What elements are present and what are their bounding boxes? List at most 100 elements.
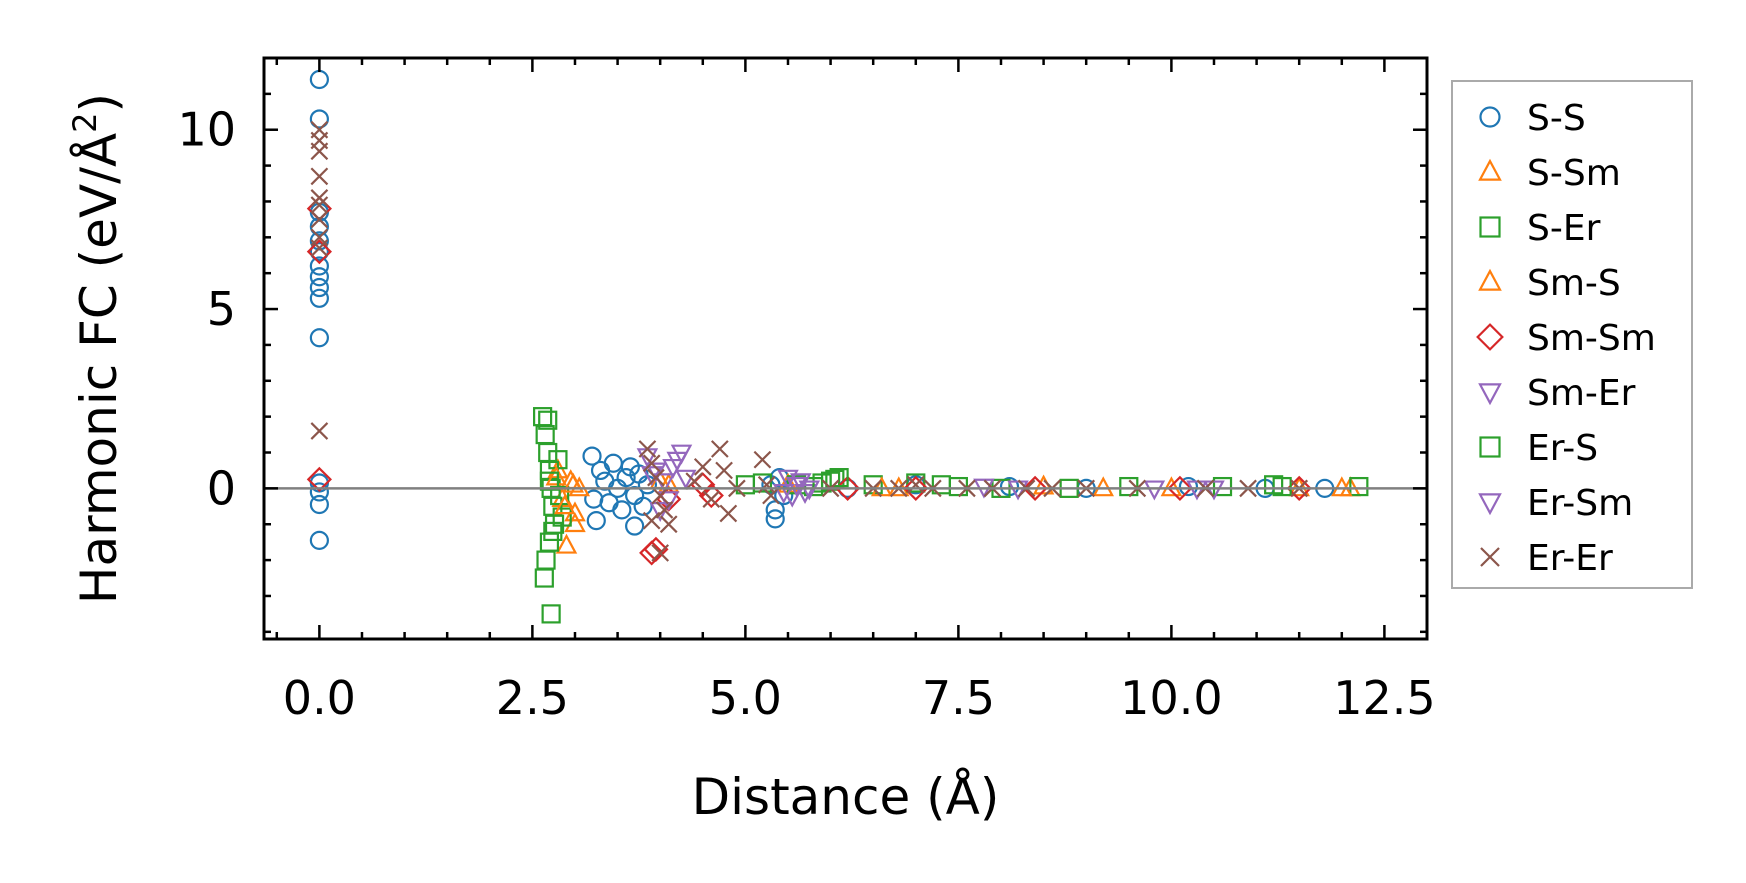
data-point xyxy=(553,494,576,515)
data-point xyxy=(310,189,329,207)
data-point xyxy=(309,267,329,287)
data-point xyxy=(586,511,606,531)
data-point xyxy=(1178,476,1199,497)
legend-label: S-Er xyxy=(1527,208,1601,249)
data-point xyxy=(309,242,329,262)
series-er-sm xyxy=(640,458,1225,522)
data-point xyxy=(306,239,332,265)
data-point xyxy=(1022,475,1048,501)
legend-item: S-Er xyxy=(1479,208,1601,249)
data-point xyxy=(310,422,329,440)
legend-marker xyxy=(1479,436,1501,458)
data-point xyxy=(1331,476,1353,497)
x-tick-label: 7.5 xyxy=(922,671,995,725)
data-point xyxy=(777,469,799,490)
x-tick-label: 2.5 xyxy=(496,671,569,725)
data-point xyxy=(670,444,693,465)
legend-label: Er-Sm xyxy=(1527,483,1633,524)
data-point xyxy=(536,550,556,570)
y-tick-label: 10 xyxy=(177,103,236,157)
legend-label: Sm-Er xyxy=(1527,373,1636,414)
series-er-er xyxy=(310,120,1309,562)
data-point xyxy=(616,468,636,488)
data-point xyxy=(1288,476,1310,497)
data-point xyxy=(612,500,632,520)
data-point xyxy=(662,458,684,479)
legend-item: Er-Sm xyxy=(1478,483,1633,524)
data-point xyxy=(562,472,585,493)
data-point xyxy=(1143,480,1166,501)
y-axis-label-main: Harmonic FC (eV/Å xyxy=(70,133,128,604)
data-point xyxy=(931,475,951,495)
axis-ticks xyxy=(264,56,1429,639)
x-tick-label: 0.0 xyxy=(283,671,356,725)
legend-marker xyxy=(1480,547,1500,567)
legend-item: Er-S xyxy=(1479,428,1598,469)
y-tick-label: 0 xyxy=(207,461,236,515)
data-point xyxy=(659,515,678,534)
data-point xyxy=(1167,475,1193,501)
x-tick-labels: 0.0 2.5 5.0 7.5 10.0 12.5 xyxy=(283,671,1436,725)
data-point xyxy=(674,469,697,490)
data-point xyxy=(309,256,329,276)
data-point xyxy=(640,466,663,487)
data-point xyxy=(906,473,926,493)
legend-label: Sm-Sm xyxy=(1527,318,1656,359)
data-point xyxy=(835,475,861,501)
data-point xyxy=(735,475,755,495)
data-point xyxy=(715,461,733,480)
series-er-s xyxy=(538,410,1292,542)
data-point xyxy=(548,450,568,470)
data-point xyxy=(753,450,772,469)
data-point xyxy=(1092,476,1115,497)
data-point xyxy=(568,476,591,497)
legend-marker xyxy=(1479,106,1501,128)
x-tick-label: 12.5 xyxy=(1333,671,1435,725)
legend-label: S-S xyxy=(1527,98,1586,139)
data-point xyxy=(710,440,729,458)
x-axis-label: Distance (Å) xyxy=(692,768,1000,826)
data-point xyxy=(310,142,329,161)
x-tick-label: 5.0 xyxy=(709,671,782,725)
legend-item: Er-Er xyxy=(1480,538,1613,579)
data-point xyxy=(638,440,657,458)
legend-item: Sm-S xyxy=(1478,263,1621,304)
data-point xyxy=(309,530,329,550)
data-point xyxy=(1007,480,1029,501)
legend-item: S-Sm xyxy=(1478,153,1621,194)
data-point xyxy=(887,476,910,497)
data-point xyxy=(719,504,738,523)
data-point xyxy=(655,501,674,519)
legend-label: Er-S xyxy=(1527,428,1598,469)
data-point xyxy=(310,167,329,186)
data-point xyxy=(310,239,329,257)
data-point xyxy=(539,471,560,491)
data-point xyxy=(829,468,849,488)
y-axis-label: Harmonic FC (eV/Å2) xyxy=(66,93,128,604)
legend-item: Sm-Er xyxy=(1478,373,1636,414)
data-point xyxy=(306,466,332,493)
legend-marker xyxy=(1479,216,1501,238)
data-point xyxy=(1212,476,1233,497)
data-point xyxy=(309,288,329,308)
data-point xyxy=(772,484,795,505)
data-point xyxy=(309,277,329,298)
data-point xyxy=(555,533,578,554)
data-point xyxy=(310,196,329,214)
data-point xyxy=(1203,480,1225,501)
data-point xyxy=(870,476,893,497)
y-axis-label-end: ) xyxy=(70,93,128,113)
data-point xyxy=(1119,476,1139,497)
data-point xyxy=(309,109,329,129)
data-point xyxy=(903,475,929,501)
data-point xyxy=(590,460,611,481)
data-point xyxy=(625,516,645,536)
data-point xyxy=(603,453,623,473)
data-point xyxy=(538,410,558,430)
legend-item: Sm-Sm xyxy=(1476,318,1656,359)
x-tick-label: 10.0 xyxy=(1120,671,1222,725)
data-point xyxy=(543,521,563,542)
data-point xyxy=(582,446,602,466)
data-point xyxy=(765,509,785,529)
data-point xyxy=(790,473,812,494)
